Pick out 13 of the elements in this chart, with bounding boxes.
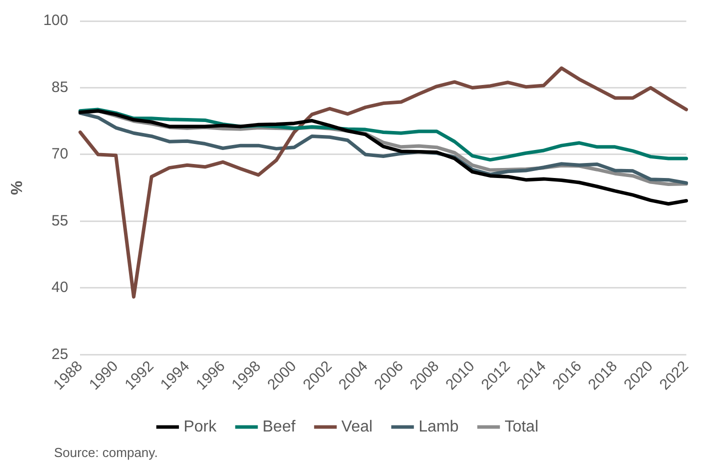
legend-label: Beef <box>262 418 296 436</box>
legend-label: Veal <box>341 418 373 436</box>
legend-label: Total <box>504 418 538 436</box>
y-axis-title: % <box>9 180 26 195</box>
y-tick-label: 55 <box>52 212 68 230</box>
legend-label: Pork <box>184 418 218 436</box>
y-tick-label: 70 <box>52 146 68 163</box>
source-note: Source: company. <box>54 445 159 460</box>
y-tick-label: 25 <box>52 346 68 363</box>
legend-label: Lamb <box>418 418 459 436</box>
y-tick-label: 100 <box>43 12 68 30</box>
y-tick-label: 40 <box>52 279 68 296</box>
y-tick-label: 85 <box>52 78 68 96</box>
